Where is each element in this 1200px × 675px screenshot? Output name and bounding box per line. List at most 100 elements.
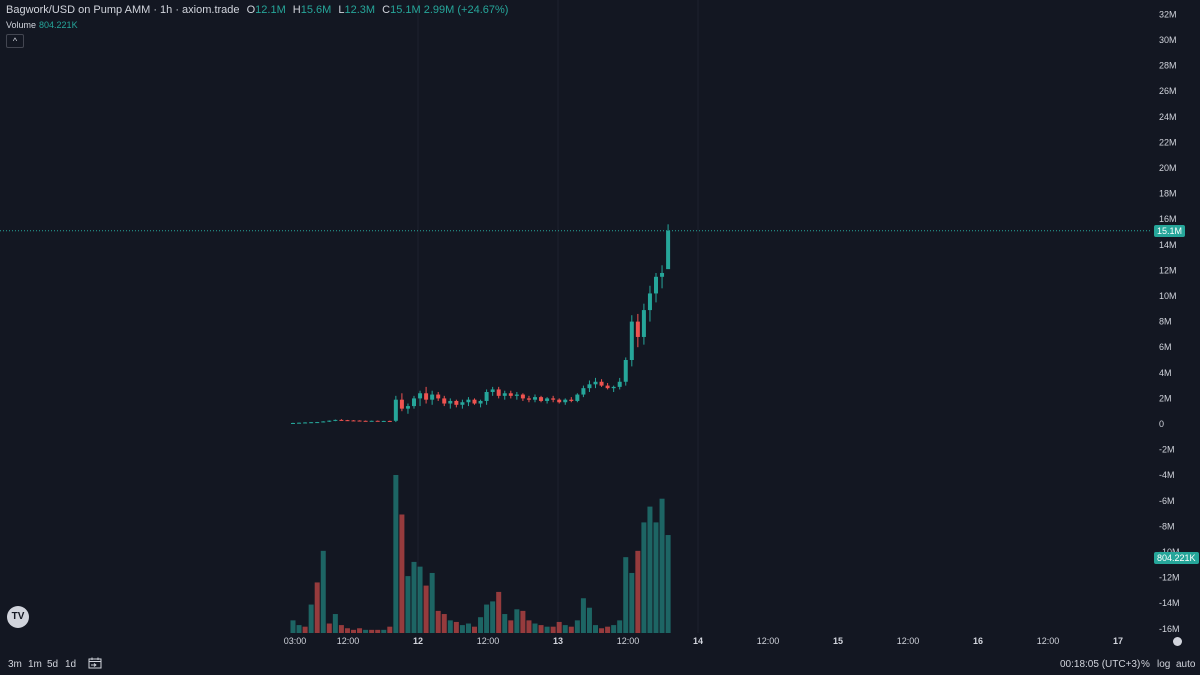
volume-bar bbox=[423, 585, 429, 633]
volume-bar bbox=[532, 623, 538, 633]
volume-bar bbox=[435, 610, 441, 633]
volume-bar bbox=[586, 607, 592, 633]
candle-body bbox=[351, 420, 356, 422]
auto-scale-button[interactable]: auto bbox=[1176, 659, 1196, 670]
open-value: 12.1M bbox=[255, 4, 286, 16]
range-5d-button[interactable]: 5d bbox=[47, 659, 59, 670]
range-3m-button[interactable]: 3m bbox=[8, 659, 22, 670]
volume-bar bbox=[381, 629, 387, 633]
y-tick-label: 2M bbox=[1159, 393, 1172, 403]
candle-body bbox=[587, 384, 592, 389]
candle-body bbox=[533, 397, 537, 400]
clock-timezone[interactable]: 00:18:05 (UTC+3) bbox=[1060, 659, 1141, 670]
x-tick-label: 12:00 bbox=[1037, 636, 1060, 646]
candle-body bbox=[363, 420, 368, 422]
candle-body bbox=[381, 420, 386, 422]
volume-bar bbox=[526, 620, 532, 633]
candle-body bbox=[393, 399, 398, 421]
candle-body bbox=[309, 422, 314, 424]
volume-bar bbox=[496, 591, 502, 633]
percent-scale-button[interactable]: % bbox=[1141, 659, 1150, 670]
candle-body bbox=[375, 420, 380, 422]
candle-body bbox=[514, 394, 519, 396]
y-tick-label: 6M bbox=[1159, 342, 1172, 352]
volume-bar bbox=[363, 629, 369, 633]
candle-body bbox=[545, 398, 550, 401]
x-tick-label: 16 bbox=[973, 636, 983, 646]
volume-bar bbox=[326, 623, 332, 633]
volume-bar bbox=[647, 506, 653, 633]
candle-body bbox=[291, 422, 295, 424]
y-tick-label: -4M bbox=[1159, 470, 1175, 480]
tradingview-logo-icon[interactable]: TV bbox=[7, 606, 29, 628]
x-tick-label: 12:00 bbox=[617, 636, 640, 646]
last-price-badge: 15.1M bbox=[1154, 225, 1186, 237]
volume-bar bbox=[290, 620, 296, 633]
x-tick-label: 15 bbox=[833, 636, 843, 646]
y-tick-label: 12M bbox=[1159, 265, 1177, 275]
candle-body bbox=[387, 420, 392, 422]
candle-body bbox=[490, 389, 495, 392]
volume-bar bbox=[429, 572, 435, 633]
candle-body bbox=[333, 419, 338, 421]
candle-body bbox=[460, 402, 465, 405]
volume-bar bbox=[580, 598, 586, 633]
volume-bar bbox=[568, 626, 574, 633]
y-tick-label: 28M bbox=[1159, 61, 1177, 71]
volume-bar bbox=[465, 623, 471, 633]
candle-body bbox=[405, 406, 410, 409]
volume-bar bbox=[544, 626, 550, 633]
volume-bar bbox=[629, 572, 635, 633]
log-scale-button[interactable]: log bbox=[1157, 659, 1171, 670]
volume-bar bbox=[411, 561, 417, 633]
volume-bar bbox=[593, 625, 598, 633]
candle-body bbox=[569, 399, 574, 401]
volume-bar bbox=[599, 628, 605, 633]
volume-bar bbox=[393, 475, 399, 633]
candle-body bbox=[611, 386, 616, 389]
volume-bar bbox=[550, 626, 556, 633]
candle-body bbox=[647, 293, 652, 311]
candle-body bbox=[575, 394, 580, 401]
volume-bar bbox=[508, 620, 514, 633]
volume-bar bbox=[351, 629, 356, 633]
candle-body bbox=[641, 310, 646, 337]
candle-body bbox=[442, 398, 447, 404]
candle-body bbox=[557, 399, 562, 403]
candle-body bbox=[666, 230, 671, 270]
volume-bar bbox=[314, 582, 320, 633]
volume-bar bbox=[308, 604, 314, 633]
candle-body bbox=[369, 420, 374, 422]
price-chart[interactable]: 32M 30M 28M 26M 24M 22M 20M 18M 16M 14M 12M 10M 8M 6M… bbox=[0, 0, 1200, 651]
chart-settings-icon[interactable] bbox=[1173, 637, 1182, 646]
volume-bar bbox=[562, 625, 568, 633]
high-label: H bbox=[292, 4, 301, 16]
goto-date-icon[interactable] bbox=[88, 657, 102, 669]
x-tick-label: 03:00 bbox=[284, 636, 307, 646]
symbol-title[interactable]: Bagwork/USD on Pump AMM · 1h · axiom.tra… bbox=[6, 4, 240, 16]
volume-bar bbox=[556, 621, 562, 633]
collapse-legend-button[interactable]: ^ bbox=[6, 34, 24, 48]
y-tick-label: -8M bbox=[1159, 521, 1175, 531]
candle-body bbox=[551, 398, 556, 400]
bottom-toolbar: 3m 1m 5d 1d 00:18:05 (UTC+3) % log auto bbox=[0, 651, 1200, 675]
volume-bar bbox=[520, 610, 526, 633]
candle-body bbox=[623, 360, 628, 382]
x-tick-label: 17 bbox=[1113, 636, 1123, 646]
candle-body bbox=[466, 399, 471, 403]
range-1m-button[interactable]: 1m bbox=[28, 659, 42, 670]
volume-bar bbox=[623, 557, 629, 633]
candle-body bbox=[617, 381, 622, 387]
volume-label[interactable]: Volume bbox=[6, 20, 37, 30]
volume-bar bbox=[344, 628, 350, 633]
candle-body bbox=[496, 389, 501, 396]
y-tick-label: 10M bbox=[1159, 291, 1177, 301]
volume-bar bbox=[617, 620, 623, 633]
range-1d-button[interactable]: 1d bbox=[65, 659, 77, 670]
x-tick-label: 12:00 bbox=[897, 636, 920, 646]
candle-body bbox=[357, 420, 362, 422]
close-value: 15.1M bbox=[390, 4, 421, 16]
x-tick-label: 12:00 bbox=[757, 636, 780, 646]
x-tick-label: 13 bbox=[553, 636, 563, 646]
volume-bar bbox=[611, 625, 617, 633]
